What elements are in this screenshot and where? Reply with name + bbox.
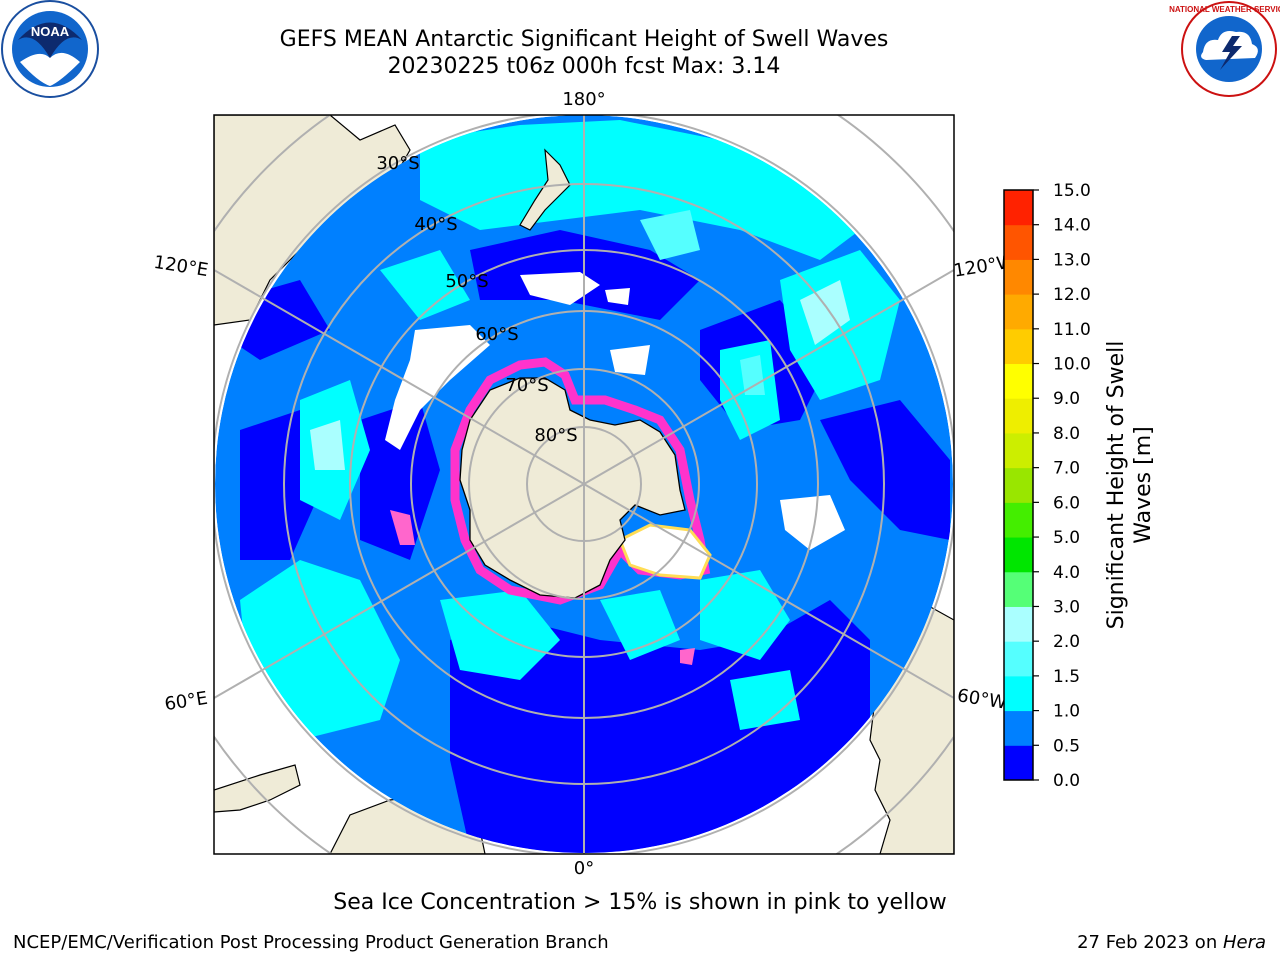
colorbar-tick-label: 4.0 <box>1053 563 1080 583</box>
colorbar-tick-label: 2.0 <box>1053 632 1080 652</box>
colorbar-segment <box>1004 294 1033 330</box>
colorbar-segment <box>1004 502 1033 538</box>
noaa-logo: NOAA <box>1 0 99 98</box>
footer-host: Hera <box>1222 932 1266 953</box>
colorbar-tick-label: 8.0 <box>1053 424 1080 444</box>
colorbar-segment <box>1004 571 1033 607</box>
swell-height-field <box>215 115 953 853</box>
colorbar-segment <box>1004 710 1033 746</box>
nws-logo-text: NATIONAL WEATHER SERVICE <box>1169 5 1280 14</box>
colorbar-title-line2: Waves [m] <box>1131 426 1156 544</box>
colorbar-tick-label: 0.5 <box>1053 736 1080 756</box>
lon-label-0: 0° <box>574 858 594 879</box>
colorbar-segment <box>1004 537 1033 573</box>
colorbar-title-line1: Significant Height of Swell <box>1104 340 1129 630</box>
colorbar-segment <box>1004 363 1033 399</box>
lon-label-60e: 60°E <box>163 688 209 716</box>
lat-label-70s: 70°S <box>505 375 548 396</box>
colorbar-tick-label: 1.5 <box>1053 667 1080 687</box>
colorbar-segment <box>1004 606 1033 642</box>
lon-label-60w: 60°W <box>956 685 1009 714</box>
colorbar-segment <box>1004 467 1033 503</box>
lat-label-60s: 60°S <box>475 324 518 345</box>
chart-title: GEFS MEAN Antarctic Significant Height o… <box>279 27 889 52</box>
colorbar-tick-label: 6.0 <box>1053 493 1080 513</box>
graticule <box>214 115 954 854</box>
colorbar-tick-label: 5.0 <box>1053 528 1080 548</box>
colorbar-segment <box>1004 224 1033 260</box>
lat-label-40s: 40°S <box>414 214 457 235</box>
lat-label-80s: 80°S <box>534 425 577 446</box>
footer-date-text: 27 Feb 2023 on <box>1077 932 1223 953</box>
colorbar-segment <box>1004 675 1033 712</box>
colorbar-tick-label: 12.0 <box>1053 285 1091 305</box>
lon-label-120e: 120°E <box>152 252 209 281</box>
colorbar-tick-label: 15.0 <box>1053 181 1091 201</box>
colorbar: 0.0 0.5 1.0 1.5 2.0 3.0 4.0 5.0 6.0 7.0 8.0 9.0 10.0… <box>1003 181 1091 791</box>
footer-credit: NCEP/EMC/Verification Post Processing Pr… <box>13 932 609 953</box>
noaa-logo-text: NOAA <box>31 24 70 39</box>
colorbar-tick-label: 7.0 <box>1053 459 1080 479</box>
chart-subtitle: 20230225 t06z 000h fcst Max: 3.14 <box>387 54 781 79</box>
colorbar-tick-label: 10.0 <box>1053 355 1091 375</box>
map-frame <box>213 114 955 855</box>
colorbar-segment <box>1004 190 1033 226</box>
lon-label-180: 180° <box>562 89 605 110</box>
colorbar-frame <box>1003 189 1034 781</box>
colorbar-segment <box>1004 328 1033 365</box>
colorbar-segment <box>1004 398 1033 434</box>
colorbar-tick-label: 14.0 <box>1053 216 1091 236</box>
colorbar-tick-label: 9.0 <box>1053 389 1080 409</box>
colorbar-title: Significant Height of Swell Waves [m] <box>1103 341 1157 630</box>
colorbar-segment <box>1004 432 1033 469</box>
colorbar-tick-label: 13.0 <box>1053 250 1091 270</box>
national-weather-service-logo: NATIONAL WEATHER SERVICE <box>1169 1 1280 97</box>
colorbar-tick-label: 1.0 <box>1053 702 1080 722</box>
lat-label-30s: 30°S <box>376 153 419 174</box>
colorbar-tick-label: 11.0 <box>1053 320 1091 340</box>
lat-label-50s: 50°S <box>445 271 488 292</box>
footer-date: 27 Feb 2023 on Hera <box>1077 932 1266 953</box>
sea-ice-note: Sea Ice Concentration > 15% is shown in … <box>333 890 947 915</box>
colorbar-tick-label: 0.0 <box>1053 771 1080 791</box>
colorbar-segment <box>1004 259 1033 295</box>
colorbar-tick-label: 3.0 <box>1053 597 1080 617</box>
colorbar-segment <box>1004 641 1033 677</box>
colorbar-segment <box>1004 745 1033 781</box>
